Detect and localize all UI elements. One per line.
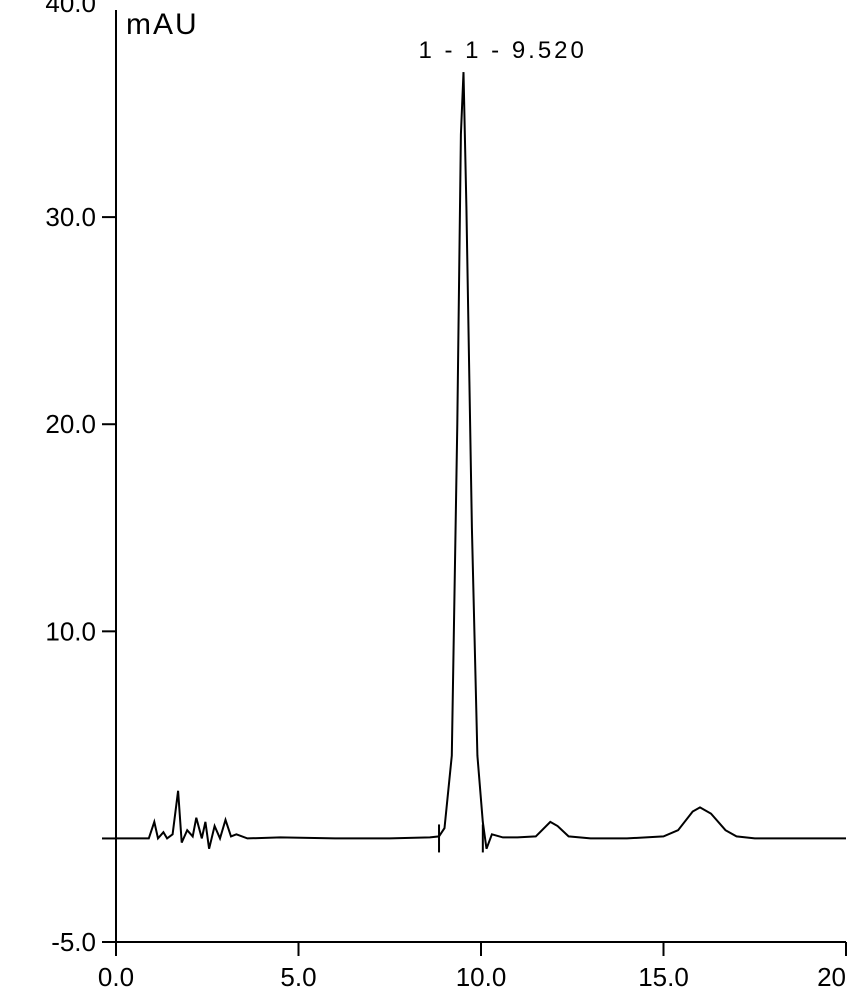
peak-label: 1 - 1 - 9.520: [418, 37, 586, 64]
y-unit-label: mAU: [126, 8, 199, 41]
chromatogram-trace: [116, 72, 846, 849]
y-tick-label: 10.0: [45, 616, 96, 646]
y-top-truncated-label: 40.0: [45, 0, 96, 18]
x-tick-label: 10.0: [456, 962, 507, 992]
x-tick-label: 15.0: [638, 962, 689, 992]
x-tick-label: 5.0: [280, 962, 316, 992]
x-tick-label: 20: [817, 962, 846, 992]
y-tick-label: -5.0: [51, 927, 96, 957]
y-tick-label: 20.0: [45, 409, 96, 439]
chart-svg: 0.0 5.0 10.0 15.0 20 -5.0 10.0 20.0 30.0 40.0 mAU 1…: [0, 0, 858, 1000]
chromatogram-chart: 0.0 5.0 10.0 15.0 20 -5.0 10.0 20.0 30.0 40.0 mAU 1…: [0, 0, 858, 1000]
y-tick-label: 30.0: [45, 202, 96, 232]
x-tick-label: 0.0: [98, 962, 134, 992]
